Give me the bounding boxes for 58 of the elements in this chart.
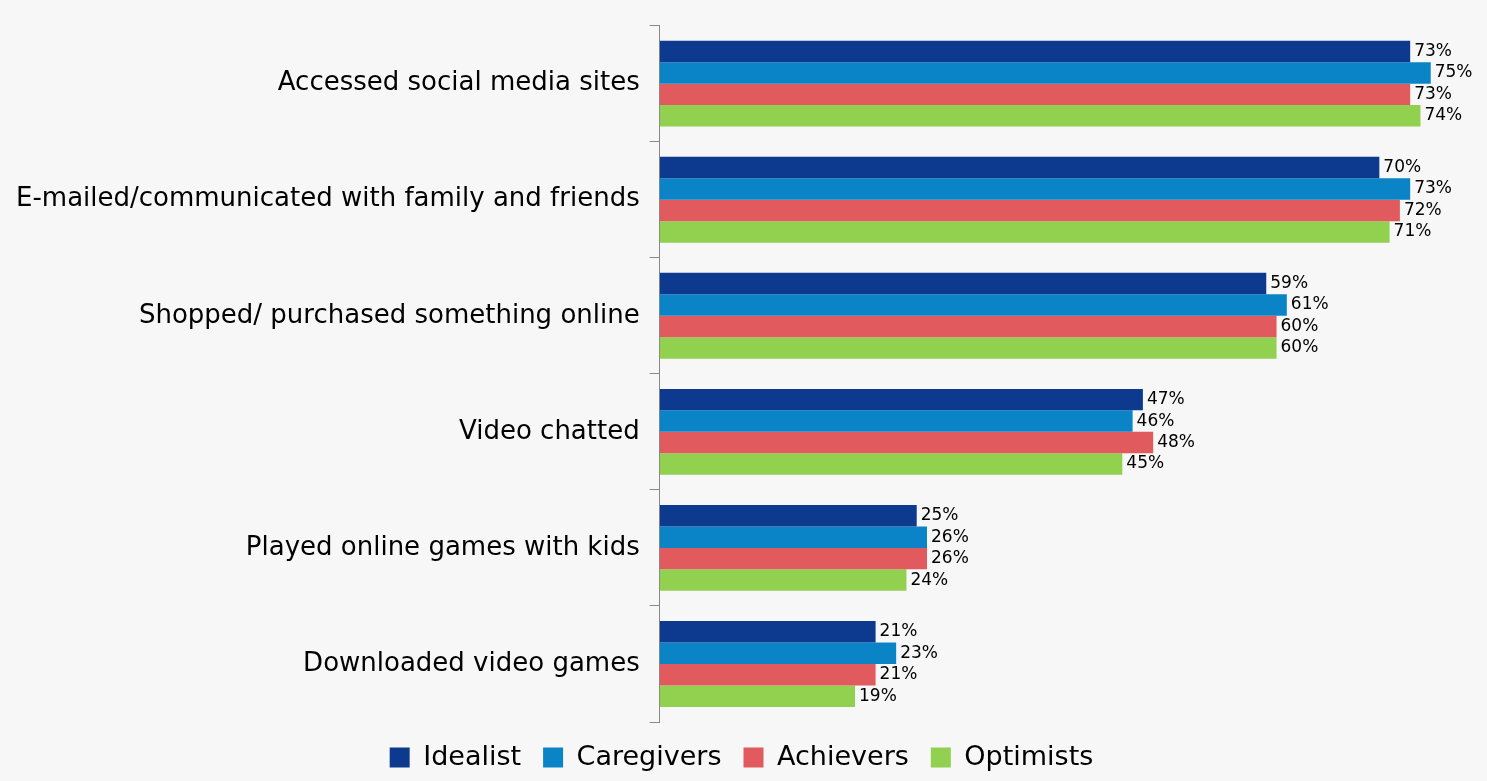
y-tick-label: Shopped/ purchased something online xyxy=(138,298,640,329)
data-label: 73% xyxy=(1414,39,1452,60)
bar xyxy=(659,199,1400,222)
bar xyxy=(659,337,1277,359)
legend-label: Achievers xyxy=(777,739,909,771)
data-label: 74% xyxy=(1424,104,1463,125)
data-label: 73% xyxy=(1414,177,1452,198)
bar xyxy=(659,569,907,591)
bar xyxy=(659,453,1123,475)
bar xyxy=(659,40,1411,63)
data-label: 25% xyxy=(920,504,959,525)
bar xyxy=(659,62,1431,84)
data-label: 73% xyxy=(1414,82,1452,103)
bar xyxy=(659,410,1133,432)
bar xyxy=(659,621,876,643)
data-label: 23% xyxy=(900,641,938,662)
bar xyxy=(659,105,1421,127)
data-label: 26% xyxy=(931,525,969,546)
bar xyxy=(659,504,917,527)
bar xyxy=(659,156,1380,179)
data-label: 46% xyxy=(1136,409,1175,430)
data-label: 26% xyxy=(931,547,969,568)
data-label: 19% xyxy=(859,684,897,705)
bar xyxy=(659,663,876,686)
legend-label: Optimists xyxy=(964,739,1094,771)
bar xyxy=(659,221,1390,243)
data-label: 60% xyxy=(1280,314,1319,335)
data-label: 45% xyxy=(1126,452,1165,473)
bar xyxy=(659,431,1154,454)
bar xyxy=(659,685,856,707)
data-label: 70% xyxy=(1383,155,1422,176)
bar xyxy=(659,388,1143,411)
bar xyxy=(659,642,897,664)
data-label: 72% xyxy=(1403,198,1442,219)
bar xyxy=(659,178,1411,200)
data-label: 24% xyxy=(910,568,949,589)
data-label: 61% xyxy=(1290,293,1329,314)
bar xyxy=(659,83,1411,106)
y-tick-label: Video chatted xyxy=(458,414,640,445)
bar xyxy=(659,272,1267,295)
y-tick-label: E-mailed/communicated with family and friends xyxy=(15,182,640,213)
data-label: 21% xyxy=(879,620,918,641)
data-label: 71% xyxy=(1393,220,1432,241)
bar xyxy=(659,294,1287,316)
bar xyxy=(659,547,927,570)
data-label: 48% xyxy=(1157,430,1195,451)
y-tick-label: Downloaded video games xyxy=(303,646,640,677)
data-label: 59% xyxy=(1270,271,1309,292)
bar xyxy=(659,315,1277,338)
bar xyxy=(659,526,927,548)
legend-label: Idealist xyxy=(423,739,522,771)
data-label: 75% xyxy=(1434,61,1473,82)
y-tick-label: Accessed social media sites xyxy=(277,66,640,97)
legend-label: Caregivers xyxy=(576,739,722,771)
data-label: 60% xyxy=(1280,336,1319,357)
data-label: 47% xyxy=(1146,388,1185,409)
data-label: 21% xyxy=(879,663,918,684)
y-tick-label: Played online games with kids xyxy=(245,530,640,561)
